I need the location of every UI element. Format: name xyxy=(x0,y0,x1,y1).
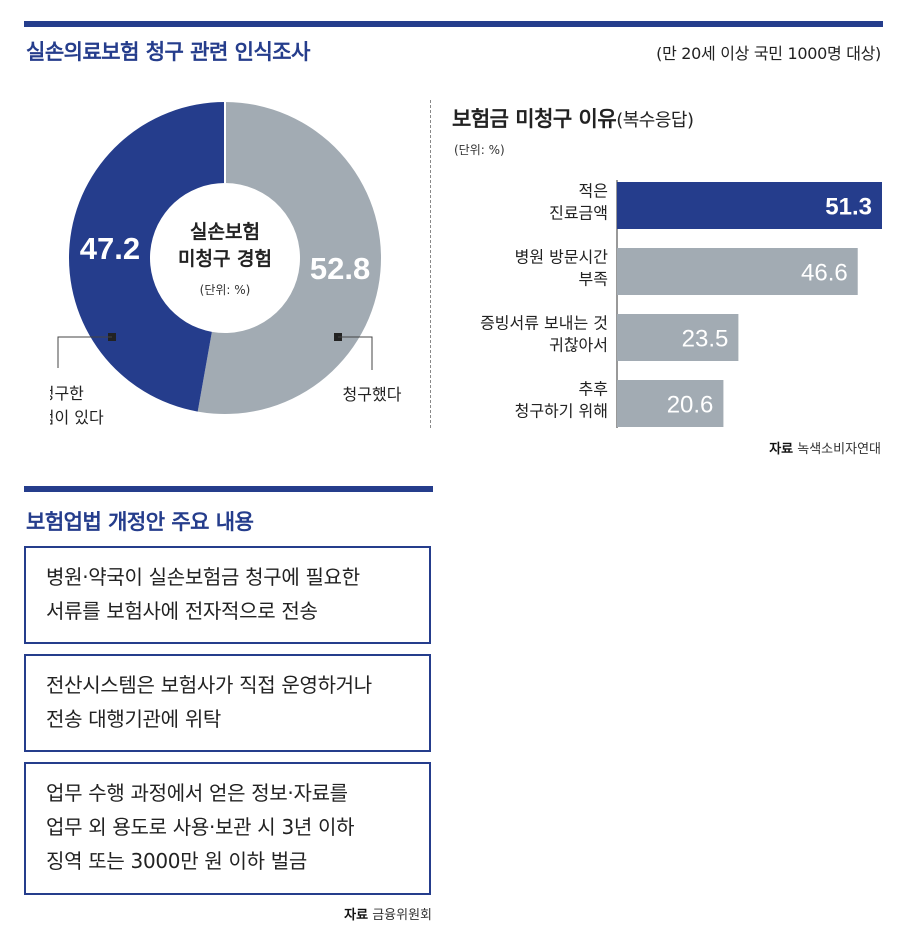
donut-center-label: 실손보험 xyxy=(190,221,260,243)
survey-subtitle: (만 20세 이상 국민 1000명 대상) xyxy=(656,44,881,63)
page-title: 실손의료보험 청구 관련 인식조사 xyxy=(26,40,310,64)
bar-category-label: 진료금액 xyxy=(549,204,608,223)
callout-line xyxy=(338,336,373,370)
amendment-source-name: 금융위원회 xyxy=(372,908,432,923)
bar-chart-unit: (단위: %) xyxy=(454,143,505,157)
bar-source-name: 녹색소비자연대 xyxy=(797,442,881,457)
bar-category-label: 추후 xyxy=(579,380,608,399)
donut-center-unit: (단위: %) xyxy=(200,283,251,297)
donut-slice xyxy=(68,102,225,412)
amendment-item: 업무 수행 과정에서 얻은 정보·자료를 업무 외 용도로 사용·보관 시 3년… xyxy=(24,762,431,895)
donut-category-label: 청구했다 xyxy=(343,385,402,404)
amendment-item: 병원·약국이 실손보험금 청구에 필요한 서류를 보험사에 전자적으로 전송 xyxy=(24,546,431,644)
bar-category-label: 귀찮아서 xyxy=(549,336,608,355)
bar xyxy=(617,380,724,427)
bar-category-label: 부족 xyxy=(579,270,608,289)
bar-source-label: 자료 xyxy=(769,442,794,457)
amendment-line: 징역 또는 3000만 원 이하 벌금 xyxy=(46,849,307,873)
bar xyxy=(617,314,739,361)
section-divider xyxy=(430,100,431,428)
bar-category-label: 병원 방문시간 xyxy=(515,248,609,267)
amendment-source: 자료 금융위원회 xyxy=(344,904,432,923)
bar-value-label: 23.5 xyxy=(682,326,729,353)
bar-chart-source: 자료 녹색소비자연대 xyxy=(769,438,881,457)
donut-category-label: 경험이 있다 xyxy=(50,408,104,427)
amendment-line: 서류를 보험사에 전자적으로 전송 xyxy=(46,599,318,623)
bar xyxy=(617,248,858,295)
top-rule xyxy=(24,21,883,27)
amendment-source-label: 자료 xyxy=(344,908,369,923)
donut-category-label: 미청구한 xyxy=(50,384,84,403)
bar-chart-title-main: 보험금 미청구 이유 xyxy=(452,107,617,131)
donut-value-label: 52.8 xyxy=(310,251,370,286)
amendment-line: 전송 대행기관에 위탁 xyxy=(46,707,222,731)
bar-category-label: 청구하기 위해 xyxy=(515,402,608,421)
bar-category-label: 적은 xyxy=(579,182,608,201)
bar-value-label: 46.6 xyxy=(801,260,848,287)
bar-chart-title: 보험금 미청구 이유(복수응답) xyxy=(452,103,694,133)
amendment-line: 전산시스템은 보험사가 직접 운영하거나 xyxy=(46,673,372,697)
amendment-line: 업무 외 용도로 사용·보관 시 3년 이하 xyxy=(46,815,355,839)
callout-line xyxy=(57,336,112,368)
section-rule xyxy=(24,486,433,492)
amendment-title: 보험업법 개정안 주요 내용 xyxy=(26,510,254,534)
bar-value-label: 51.3 xyxy=(825,194,872,221)
bar xyxy=(617,182,882,229)
bar-category-label: 증빙서류 보내는 것 xyxy=(480,314,608,333)
donut-center-label: 미청구 경험 xyxy=(178,248,272,270)
bar-value-label: 20.6 xyxy=(667,392,714,419)
amendment-item: 전산시스템은 보험사가 직접 운영하거나 전송 대행기관에 위탁 xyxy=(24,654,431,752)
amendment-line: 업무 수행 과정에서 얻은 정보·자료를 xyxy=(46,781,348,805)
donut-value-label: 47.2 xyxy=(80,231,140,266)
bar-chart-title-suffix: (복수응답) xyxy=(616,110,694,131)
amendment-line: 병원·약국이 실손보험금 청구에 필요한 xyxy=(46,565,360,589)
